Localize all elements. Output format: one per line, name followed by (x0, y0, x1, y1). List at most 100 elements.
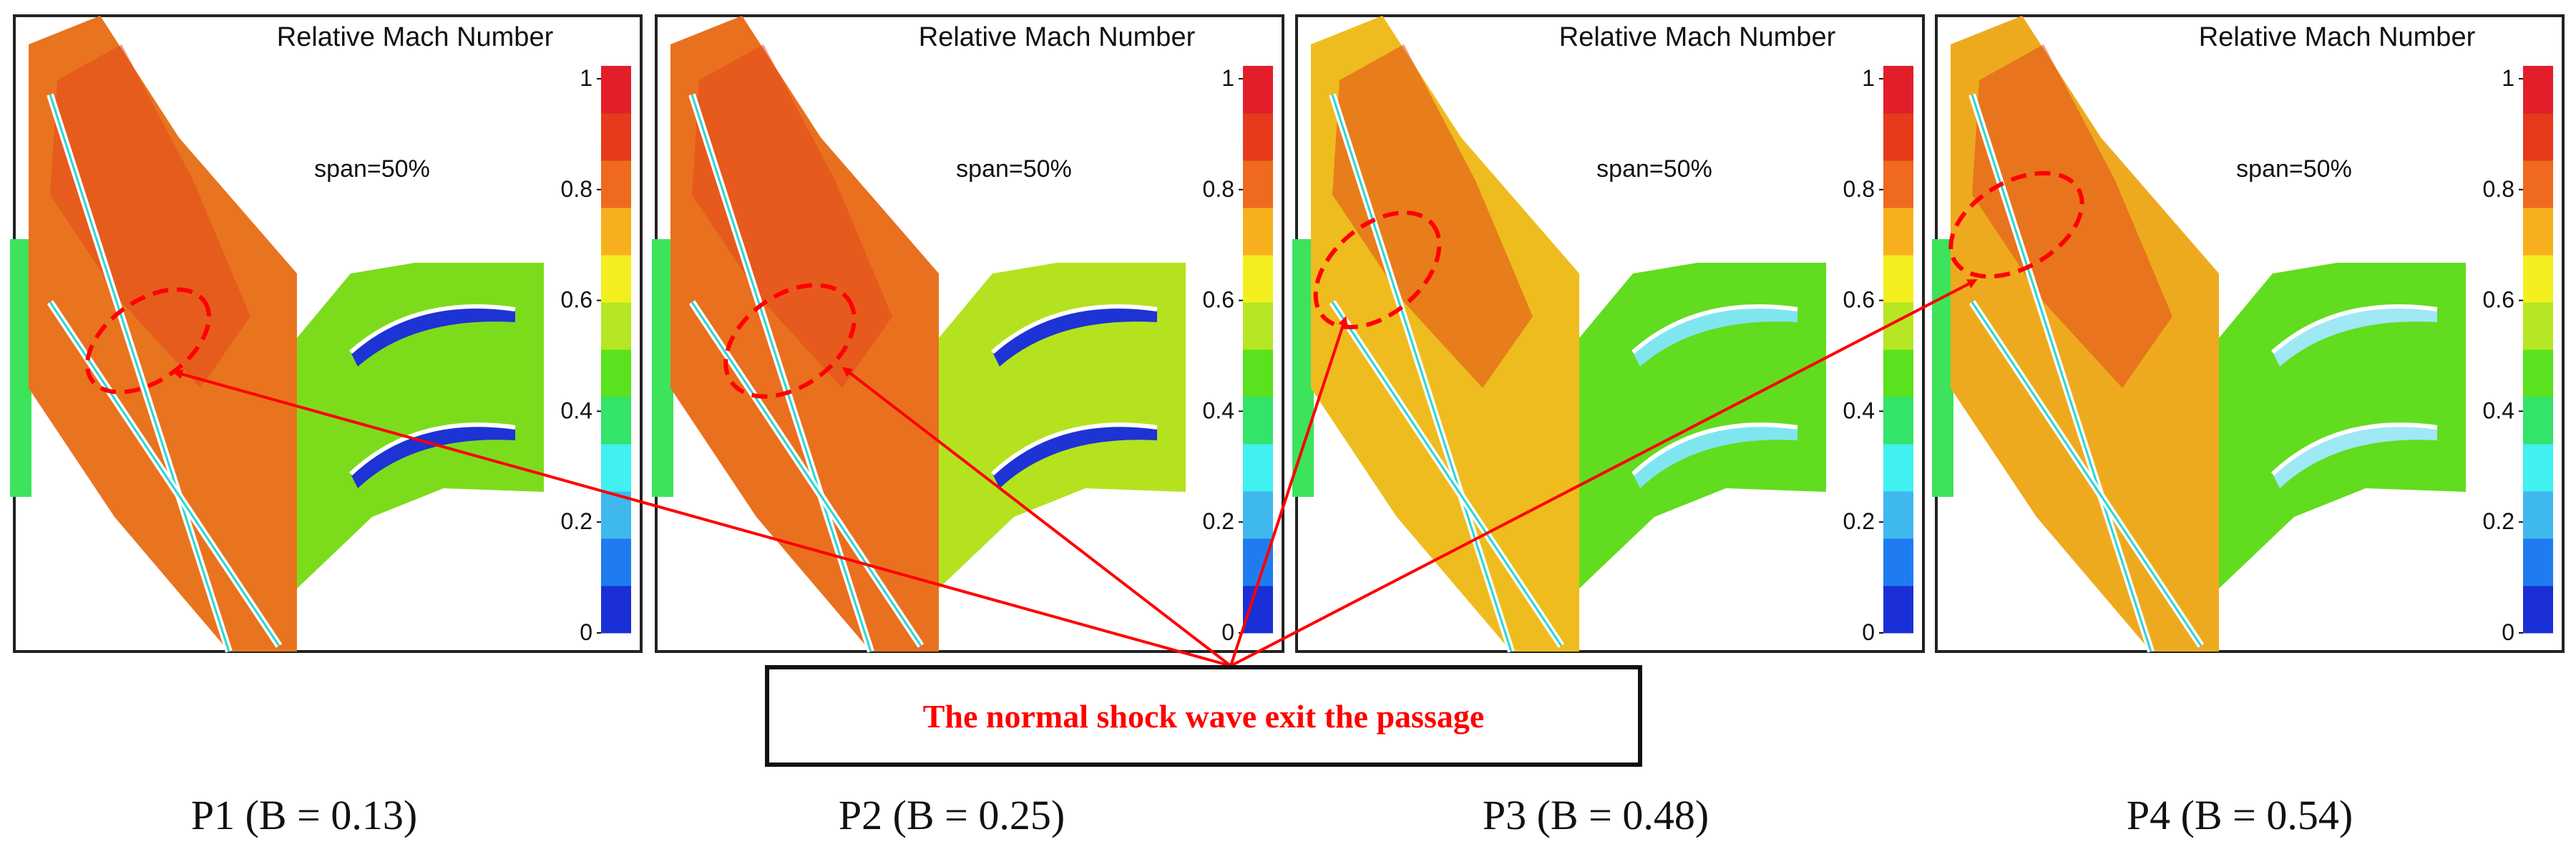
annotation-box: The normal shock wave exit the passage (765, 665, 1642, 767)
colorbar-tick-label: 0 (1221, 619, 1234, 645)
colorbar-segment (601, 397, 631, 445)
colorbar-tick-label: 0.8 (2483, 176, 2514, 202)
panel-title: Relative Mach Number (919, 22, 1196, 52)
rear-blade-upper-wake (1633, 306, 1797, 367)
annotation-arrows (172, 279, 1978, 667)
colorbar-segment (601, 160, 631, 208)
inlet-region (1932, 239, 1953, 497)
shock-marker-ellipse (1313, 210, 1442, 329)
rear-blade-upper-wake (351, 306, 515, 367)
panel-caption: P3 (B = 0.48) (1483, 792, 1709, 838)
colorbar-segment (1883, 113, 1913, 161)
colorbar-segment (1243, 113, 1273, 161)
rear-blade-upper-wake (992, 306, 1157, 367)
colorbar-tick-label: 0.8 (1843, 176, 1875, 202)
colorbar-segment (2523, 160, 2553, 208)
span-label: span=50% (314, 155, 430, 183)
colorbar-segment (1243, 349, 1273, 397)
colorbar-tick-label: 0 (580, 619, 592, 645)
colorbar-tick-label: 0.8 (1203, 176, 1234, 202)
panel-caption: P4 (B = 0.54) (2127, 792, 2353, 838)
rear-blade-lower (990, 422, 1158, 476)
colorbar-segment (1243, 538, 1273, 586)
colorbar-segment (601, 586, 631, 634)
high-mach-zone (1332, 44, 1533, 388)
colorbar-segment (2523, 586, 2553, 634)
inlet-region (1292, 239, 1314, 497)
colorbar-segment (601, 66, 631, 114)
colorbar-segment (2523, 208, 2553, 256)
colorbar-segment (1883, 538, 1913, 586)
panel-caption: P2 (B = 0.25) (839, 792, 1065, 838)
panel-p4: Relative Mach Number span=50% 0 0.2 0.4 0.6 0.… (1932, 14, 2565, 653)
panel-title: Relative Mach Number (2199, 22, 2476, 52)
colorbar-tick-label: 0.6 (1203, 287, 1234, 313)
colorbar-segment (1243, 444, 1273, 492)
colorbar-tick-label: 1 (2502, 65, 2514, 91)
colorbar-segment (2523, 113, 2553, 161)
colorbar: 0 0.2 0.4 0.6 0.8 1 (1843, 65, 1913, 645)
colorbar-segment (601, 208, 631, 256)
rear-blade-lower (1631, 422, 1798, 476)
colorbar-segment (1243, 255, 1273, 303)
captions-layer: P1 (B = 0.13) P2 (B = 0.25) P3 (B = 0.48) P… (191, 792, 2353, 838)
colorbar-tick-label: 0.4 (561, 397, 592, 423)
colorbar-segment (1883, 255, 1913, 303)
rear-blade-upper (991, 304, 1158, 354)
front-blade-upper-edge (49, 94, 230, 652)
rear-blade-upper (349, 304, 516, 354)
colorbar-segment (1883, 444, 1913, 492)
colorbar-segment (2523, 66, 2553, 114)
inlet-region (652, 239, 673, 497)
colorbar-tick-label: 1 (1221, 65, 1234, 91)
colorbar-segment (1243, 66, 1273, 114)
colorbar-tick-label: 0.4 (1843, 397, 1875, 423)
front-blade-upper-edge (1331, 94, 1513, 652)
colorbar-segment (1883, 349, 1913, 397)
span-label: span=50% (1596, 155, 1712, 183)
panel-p3: Relative Mach Number span=50% 0 0.2 0.4 0.6 0.… (1292, 14, 1925, 653)
annotation-arrow-2 (841, 367, 1232, 667)
shock-marker-ellipse (1948, 170, 2084, 279)
annotation-arrow-4 (1230, 279, 1978, 667)
colorbar-segment (2523, 349, 2553, 397)
panel-title: Relative Mach Number (1559, 22, 1836, 52)
colorbar-segment (1243, 302, 1273, 350)
front-blade-lower-edge (691, 301, 922, 647)
colorbar-segment (2523, 538, 2553, 586)
annotation-arrow-3 (1229, 316, 1348, 667)
colorbar-tick-label: 0.6 (2483, 287, 2514, 313)
colorbar-segment (1243, 586, 1273, 634)
inlet-region (10, 239, 31, 497)
shock-marker-ellipse (85, 287, 211, 394)
colorbar-segment (1883, 208, 1913, 256)
colorbar-segment (2523, 444, 2553, 492)
rear-blade-upper (2271, 304, 2438, 354)
panels-layer: Relative Mach Number span=50% 0 0.2 0.4 0.6 0.… (10, 14, 2565, 653)
front-blade-lower-edge (1331, 301, 1563, 647)
rear-blade-lower-wake (1633, 425, 1797, 488)
span-label: span=50% (956, 155, 1072, 183)
colorbar: 0 0.2 0.4 0.6 0.8 1 (561, 65, 631, 645)
colorbar-tick-label: 0.4 (1203, 397, 1234, 423)
colorbar-segment (1243, 208, 1273, 256)
colorbar-tick-label: 0 (2502, 619, 2514, 645)
span-label: span=50% (2236, 155, 2352, 183)
panel-title: Relative Mach Number (277, 22, 554, 52)
rear-blade-upper (1631, 304, 1798, 354)
front-blade-lower-edge (1971, 301, 2202, 647)
colorbar-segment (1243, 491, 1273, 539)
colorbar-segment (601, 113, 631, 161)
colorbar-segment (1243, 160, 1273, 208)
colorbar-segment (601, 255, 631, 303)
panel-p2: Relative Mach Number span=50% 0 0.2 0.4 0.6 0.… (652, 14, 1284, 653)
rear-blade-lower (348, 422, 516, 476)
high-mach-zone (1972, 44, 2172, 388)
rear-blade-lower-wake (2273, 425, 2437, 488)
colorbar-segment (2523, 302, 2553, 350)
panel-p1: Relative Mach Number span=50% 0 0.2 0.4 0.6 0.… (10, 14, 643, 653)
colorbar: 0 0.2 0.4 0.6 0.8 1 (1203, 65, 1273, 645)
colorbar-tick-label: 0.2 (2483, 508, 2514, 534)
colorbar-segment (2523, 491, 2553, 539)
